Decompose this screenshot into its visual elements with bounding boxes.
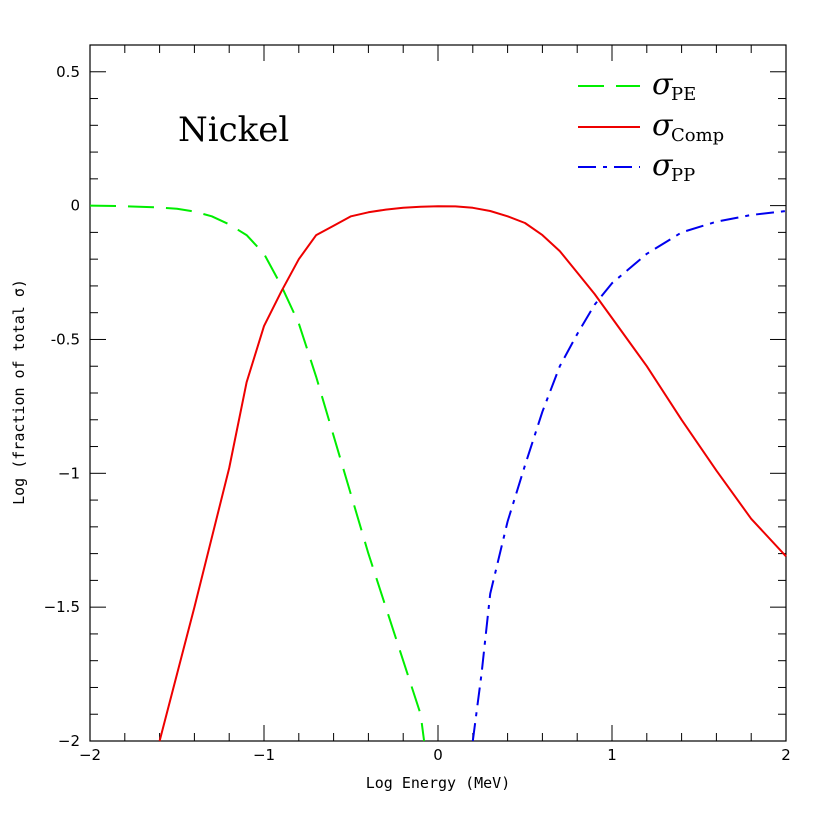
series-line-pe: [89, 204, 426, 742]
x-tick-label: 1: [607, 746, 617, 764]
legend-symbol: σ: [652, 67, 674, 102]
series-curves: [89, 204, 787, 742]
plot-frame: [89, 44, 787, 742]
y-tick-label: −1.5: [44, 598, 80, 616]
legend-subscript: PP: [671, 165, 695, 186]
x-tick-label: −2: [79, 746, 101, 764]
x-axis-title: Log Energy (MeV): [366, 774, 511, 792]
x-tick-label: 0: [433, 746, 443, 764]
y-axis-title: Log (fraction of total σ): [10, 279, 28, 505]
series-line-pp: [471, 210, 787, 742]
y-tick-label: 0: [70, 197, 80, 215]
element-annotation: Nickel: [178, 110, 289, 150]
legend-symbol: σ: [652, 148, 674, 183]
series-line-comp: [158, 205, 787, 742]
legend-subscript: Comp: [671, 125, 724, 146]
legend-subscript: PE: [671, 84, 696, 105]
y-tick-label: -0.5: [51, 330, 80, 348]
y-tick-label: −1: [58, 464, 80, 482]
legend-symbol: σ: [652, 108, 674, 143]
tick-labels: −2 −1 0 1 2 0.5 0 -0.5 −1 −1.5 −2: [44, 63, 791, 764]
y-tick-label: 0.5: [56, 63, 80, 81]
y-tick-label: −2: [58, 732, 80, 750]
x-tick-label: −1: [253, 746, 275, 764]
x-tick-label: 2: [781, 746, 791, 764]
